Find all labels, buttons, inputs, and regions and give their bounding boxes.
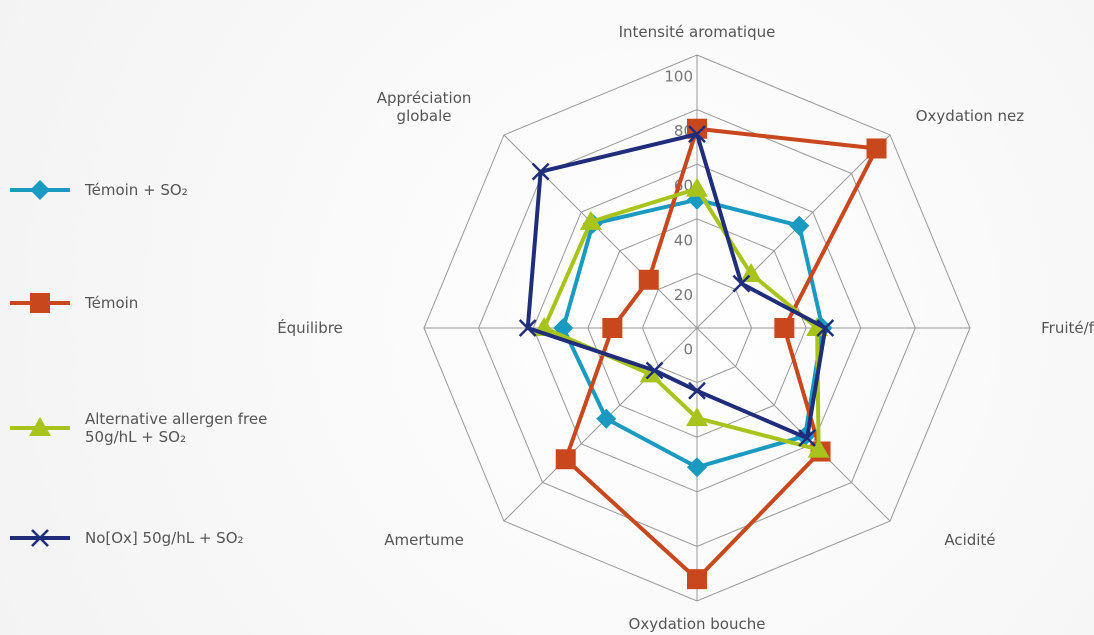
- marker: [29, 417, 51, 436]
- spoke: [696, 327, 891, 522]
- marker: [740, 262, 763, 282]
- marker: [518, 319, 537, 337]
- r-tick-label: 100: [664, 68, 693, 86]
- r-tick-label: 20: [674, 286, 693, 304]
- marker: [31, 529, 49, 547]
- marker: [688, 381, 706, 400]
- marker: [602, 318, 623, 338]
- marker: [816, 319, 835, 337]
- marker: [866, 138, 887, 159]
- marker: [798, 429, 816, 447]
- legend-label: Alternative allergen free 50g/hL + SO₂: [85, 410, 268, 446]
- axis-label: Acidité: [944, 530, 996, 549]
- marker: [555, 449, 576, 470]
- axis-label: Oxydation nez: [915, 107, 1025, 126]
- legend-label: Témoin: [85, 294, 139, 312]
- r-tick-label: 40: [674, 231, 693, 249]
- marker: [30, 180, 50, 200]
- axis-label: Équilibre: [277, 319, 343, 337]
- marker: [596, 408, 617, 429]
- spoke: [503, 327, 698, 522]
- marker: [688, 125, 706, 144]
- axis-label: Fruité/floral: [1041, 319, 1094, 337]
- marker: [638, 269, 659, 290]
- marker: [807, 438, 830, 458]
- marker: [686, 407, 708, 427]
- marker: [687, 457, 707, 478]
- marker: [579, 210, 602, 230]
- marker: [531, 162, 550, 181]
- axis-label: Oxydation bouche: [628, 615, 766, 633]
- marker: [789, 215, 810, 236]
- marker: [687, 569, 707, 590]
- marker: [774, 318, 795, 338]
- marker: [30, 293, 50, 313]
- axis-label: Intensité aromatique: [618, 23, 776, 41]
- marker: [686, 177, 708, 197]
- legend-label: No[Ox] 50g/hL + SO₂: [85, 529, 244, 547]
- axis-label: Appréciation globale: [376, 89, 472, 126]
- spoke: [696, 134, 891, 329]
- marker: [732, 274, 751, 293]
- r-tick-label: 0: [683, 341, 693, 359]
- legend-label: Témoin + SO₂: [85, 181, 188, 199]
- axis-label: Amertume: [384, 530, 464, 549]
- marker: [645, 361, 664, 380]
